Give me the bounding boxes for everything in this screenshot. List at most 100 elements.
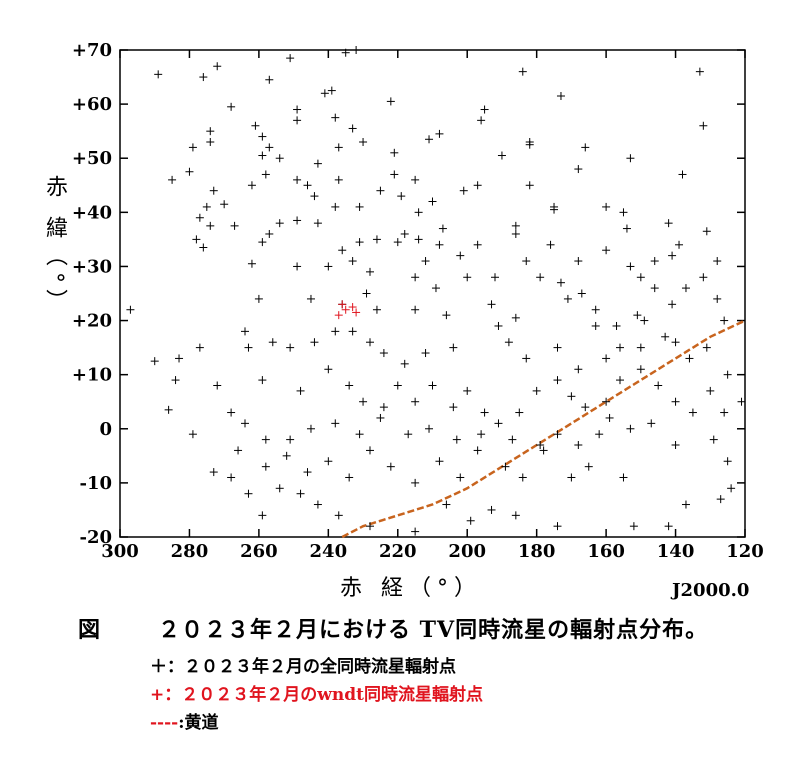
radiant-point — [487, 300, 496, 309]
radiant-point — [668, 251, 677, 260]
radiant-point — [702, 343, 711, 352]
radiant-point — [556, 278, 565, 287]
radiant-point — [286, 435, 295, 444]
radiant-point — [397, 192, 406, 201]
radiant-point — [293, 175, 302, 184]
radiant-point — [313, 159, 322, 168]
radiant-point — [355, 430, 364, 439]
figure-caption: 図 ２０２３年２月における TV同時流星の輻射点分布。 — [78, 612, 708, 644]
radiant-point — [265, 229, 274, 238]
radiant-point — [636, 343, 645, 352]
radiant-point — [553, 376, 562, 385]
y-tick-label: +10 — [72, 365, 112, 386]
wndt-radiant-point — [334, 311, 343, 320]
radiant-point — [640, 316, 649, 325]
radiant-point — [487, 505, 496, 514]
radiant-point — [480, 408, 489, 417]
radiant-point — [675, 240, 684, 249]
radiant-point — [574, 165, 583, 174]
radiant-point — [602, 354, 611, 363]
radiant-point — [258, 151, 267, 160]
radiant-point — [241, 419, 249, 428]
radiant-point — [171, 376, 180, 385]
radiant-point — [647, 419, 656, 428]
radiant-point — [188, 430, 197, 439]
radiant-point — [275, 219, 284, 228]
radiant-point — [518, 67, 527, 76]
radiant-point — [706, 386, 715, 395]
radiant-point — [414, 208, 423, 217]
radiant-point — [275, 154, 284, 163]
radiant-point — [268, 338, 277, 347]
radiant-point — [411, 175, 420, 184]
radiant-point — [324, 262, 333, 271]
radiant-point — [466, 516, 475, 525]
radiant-point — [175, 354, 184, 363]
radiant-point — [355, 238, 364, 247]
radiant-point — [581, 143, 590, 152]
radiant-point — [442, 311, 451, 320]
radiant-point — [334, 511, 343, 520]
radiant-point — [386, 97, 395, 106]
radiant-point — [411, 478, 420, 487]
radiant-point — [508, 435, 517, 444]
radiant-point — [737, 397, 746, 406]
radiant-point — [425, 424, 434, 433]
radiant-point — [261, 170, 270, 179]
radiant-point — [327, 86, 336, 95]
radiant-point — [247, 259, 256, 268]
axis-ticks: 300 280 260 240 220 200 180 160 140 120 +70 +60 +50 +… — [72, 40, 764, 562]
radiant-point — [313, 500, 322, 509]
radiant-point — [619, 208, 628, 217]
radiant-point — [650, 257, 659, 266]
radiant-point — [379, 349, 388, 358]
radiant-point — [678, 170, 687, 179]
radiant-point — [473, 240, 482, 249]
x-tick-label: 220 — [379, 541, 417, 562]
x-tick-label: 140 — [657, 541, 695, 562]
radiant-point — [366, 338, 374, 347]
y-tick-label: 0 — [99, 419, 112, 440]
radiant-point — [633, 311, 642, 320]
radiant-point — [431, 284, 440, 293]
radiant-point — [664, 522, 673, 531]
radiant-point — [411, 397, 420, 406]
radiant-point — [449, 403, 458, 412]
radiant-point — [477, 430, 486, 439]
radiant-point — [313, 219, 322, 228]
radiant-point — [331, 113, 340, 122]
radiant-point — [574, 365, 583, 374]
y-tick-label: +50 — [72, 148, 112, 169]
radiant-point — [636, 365, 645, 374]
x-tick-label: 300 — [101, 541, 139, 562]
radiant-point — [366, 446, 374, 455]
radiant-point — [400, 229, 409, 238]
radiant-point — [480, 105, 489, 114]
radiant-point — [435, 457, 444, 466]
radiant-point — [428, 197, 437, 206]
y-tick-label: +30 — [72, 256, 112, 277]
radiant-point — [602, 397, 611, 406]
radiant-point — [390, 148, 399, 157]
radiant-point — [456, 251, 465, 260]
radiant-point — [199, 243, 208, 252]
radiant-point — [230, 221, 239, 230]
radiant-point — [525, 140, 534, 149]
radiant-scatter-chart: 300 280 260 240 220 200 180 160 140 120 +70 +60 +50 +… — [72, 40, 764, 562]
radiant-point — [400, 359, 409, 368]
radiant-point — [393, 381, 402, 390]
wndt-radiant-point — [348, 303, 357, 312]
radiant-point — [379, 403, 388, 412]
y-tick-label: +60 — [72, 94, 112, 115]
radiant-point — [452, 435, 461, 444]
radiant-point — [265, 75, 274, 84]
radiant-point — [550, 202, 559, 211]
radiant-point — [574, 257, 583, 266]
radiant-point — [209, 468, 218, 477]
radiant-point — [282, 451, 291, 460]
radiant-point — [713, 294, 722, 303]
radiant-point — [661, 332, 670, 341]
y-tick-label: +70 — [72, 40, 112, 61]
radiant-point — [341, 48, 350, 57]
radiant-point — [303, 468, 312, 477]
